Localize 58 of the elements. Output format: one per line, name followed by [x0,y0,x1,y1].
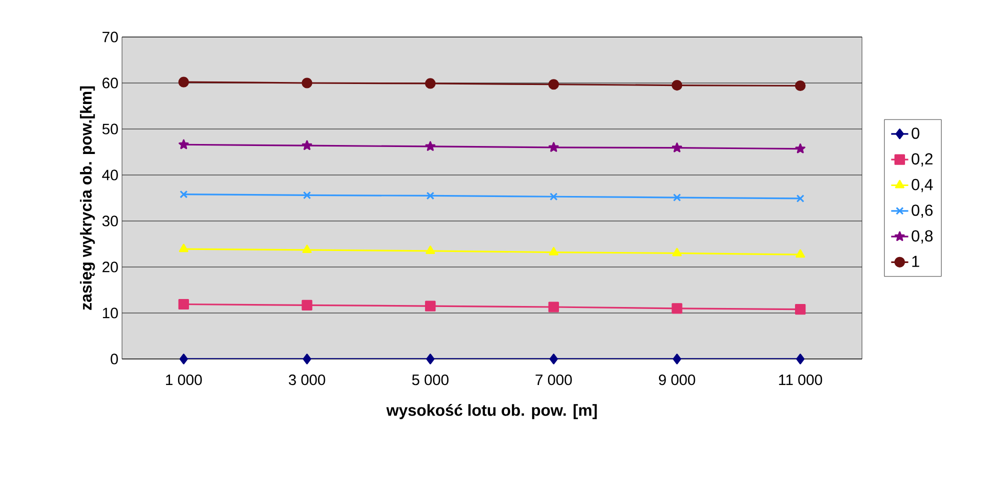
x-tick-label: 3 000 [288,374,326,386]
point [426,246,436,254]
point [302,78,312,88]
x-tick-label: 9 000 [658,374,696,386]
legend-label: 0,2 [912,153,932,166]
point [672,142,682,152]
point [795,304,806,315]
y-tick-label: 10 [102,308,118,318]
x-tick-label: 7 000 [536,374,572,386]
legend-label: 0,4 [912,178,933,192]
point [426,354,435,364]
point [672,303,682,314]
point [673,194,681,202]
y-tick-label: 30 [102,216,118,226]
legend-label: 0 [912,128,920,139]
y-tick-label: 60 [102,78,118,88]
x-axis-title: wysokość lotu ob. pow. [m] [386,404,597,420]
y-tick-label: 50 [102,124,118,134]
point [795,143,806,154]
point [302,354,312,364]
point [302,140,312,150]
point [548,246,558,256]
point [548,302,559,312]
point [426,192,434,200]
point [178,76,189,88]
point [303,191,311,200]
point [425,300,436,312]
x-tick-label: 1 000 [166,374,202,386]
y-tick-label: 20 [102,262,118,272]
point [548,79,559,90]
legend-label: 1 [912,256,920,267]
point [550,192,558,201]
point [180,354,188,364]
point [178,244,188,252]
point [548,142,559,152]
point [672,248,682,256]
point [180,190,188,198]
point [549,354,558,364]
y-tick-label: 70 [102,32,118,42]
point [796,249,806,258]
y-tick-label: 0 [110,354,118,364]
point [425,141,436,151]
point [178,298,189,310]
point [796,354,804,364]
point [672,80,682,91]
legend-label: 0,8 [912,230,933,244]
legend-label: 0,6 [912,204,933,218]
point [672,354,682,364]
point [302,300,312,310]
point [178,139,189,150]
point [795,80,806,92]
point [302,244,312,254]
y-tick-label: 40 [102,170,118,180]
y-axis-title: zasięg wykrycia ob. pow.[km] [80,86,95,310]
x-tick-label: 11 000 [779,374,822,386]
x-tick-label: 5 000 [412,374,448,386]
point [425,78,436,89]
point [796,194,804,202]
